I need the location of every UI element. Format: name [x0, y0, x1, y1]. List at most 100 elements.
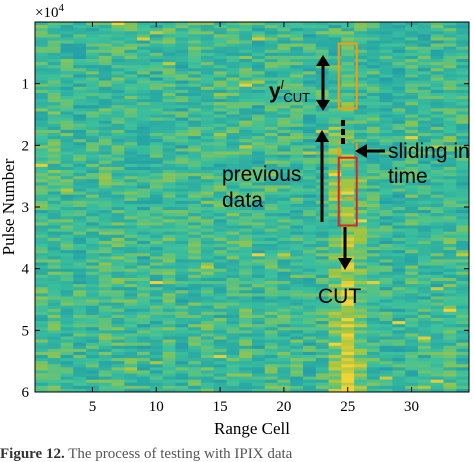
heatmap-cell [366, 327, 381, 331]
heatmap-cell [98, 265, 112, 270]
heatmap-cell [405, 185, 419, 189]
heatmap-cell [162, 74, 176, 78]
heatmap-cell [443, 318, 457, 322]
heatmap-cell [315, 49, 329, 54]
heatmap-cell [456, 188, 469, 192]
heatmap-cell [277, 123, 291, 128]
heatmap-cell [239, 96, 253, 100]
heatmap-cell [277, 358, 291, 362]
heatmap-cell [277, 83, 291, 88]
heatmap-cell [200, 364, 215, 368]
heatmap-cell [149, 114, 164, 118]
heatmap-cell [443, 139, 457, 143]
heatmap-cell [137, 234, 151, 239]
heatmap-cell [303, 213, 317, 217]
heatmap-cell [341, 62, 355, 66]
heatmap-cell [162, 34, 176, 38]
heatmap-cell [35, 126, 49, 131]
heatmap-cell [456, 185, 469, 189]
heatmap-cell [290, 92, 304, 97]
heatmap-cell [443, 324, 457, 328]
heatmap-cell [47, 71, 61, 75]
heatmap-cell [328, 148, 342, 152]
heatmap-cell [226, 46, 240, 51]
heatmap-cell [277, 80, 291, 85]
heatmap-cell [73, 210, 87, 214]
heatmap-cell [149, 123, 164, 128]
heatmap-cell [47, 228, 61, 233]
heatmap-cell [86, 71, 100, 75]
heatmap-cell [60, 197, 74, 202]
heatmap-cell [35, 34, 49, 38]
heatmap-cell [60, 86, 74, 91]
heatmap-cell [47, 342, 61, 347]
heatmap-cell [162, 80, 176, 85]
heatmap-cell [98, 361, 112, 365]
heatmap-cell [430, 77, 444, 81]
heatmap-cell [226, 247, 240, 251]
heatmap-cell [379, 92, 393, 97]
heatmap-cell [124, 89, 138, 94]
heatmap-cell [162, 188, 176, 192]
heatmap-cell [392, 139, 406, 143]
heatmap-cell [35, 225, 49, 229]
heatmap-cell [264, 151, 278, 155]
heatmap-cell [252, 321, 266, 325]
heatmap-cell [456, 382, 469, 387]
heatmap-cell [405, 59, 419, 63]
heatmap-cell [328, 244, 342, 248]
heatmap-cell [162, 52, 176, 57]
heatmap-cell [290, 311, 304, 316]
heatmap-cell [188, 89, 202, 94]
heatmap-cell [328, 253, 342, 257]
heatmap-cell [73, 262, 87, 266]
heatmap-cell [290, 31, 304, 35]
heatmap-cell [35, 210, 49, 214]
heatmap-cell [47, 250, 61, 254]
heatmap-cell [290, 142, 304, 146]
heatmap-cell [226, 43, 240, 48]
heatmap-cell [162, 86, 176, 91]
heatmap-cell [405, 163, 419, 168]
heatmap-cell [137, 311, 151, 316]
heatmap-cell [175, 284, 189, 288]
heatmap-cell [252, 142, 266, 146]
heatmap-cell [430, 176, 444, 180]
heatmap-cell [111, 71, 125, 75]
heatmap-cell [175, 154, 189, 159]
heatmap-cell [200, 370, 215, 374]
heatmap-cell [405, 324, 419, 328]
heatmap-cell [35, 117, 49, 122]
heatmap-cell [252, 173, 266, 177]
heatmap-cell [290, 351, 304, 356]
heatmap-cell [341, 287, 355, 291]
heatmap-cell [379, 173, 393, 177]
heatmap-cell [60, 274, 74, 279]
heatmap-cell [35, 77, 49, 81]
heatmap-cell [328, 139, 342, 143]
heatmap-cell [405, 182, 419, 186]
heatmap-cell [430, 43, 444, 48]
heatmap-cell [252, 185, 266, 189]
heatmap-cell [303, 234, 317, 239]
heatmap-cell [264, 83, 278, 88]
heatmap-cell [47, 379, 61, 384]
heatmap-cell [264, 43, 278, 48]
heatmap-cell [175, 225, 189, 229]
heatmap-cell [149, 31, 164, 35]
heatmap-cell [341, 207, 355, 211]
heatmap-cell [264, 247, 278, 251]
heatmap-cell [430, 281, 444, 285]
heatmap-cell [341, 305, 355, 310]
heatmap-cell [405, 225, 419, 229]
heatmap-cell [188, 163, 202, 168]
heatmap-cell [341, 333, 355, 337]
heatmap-cell [252, 120, 266, 125]
heatmap-cell [290, 284, 304, 288]
heatmap-cell [392, 86, 406, 91]
heatmap-cell [443, 345, 457, 350]
heatmap-cell [124, 142, 138, 146]
heatmap-cell [456, 265, 469, 270]
heatmap-cell [430, 253, 444, 257]
heatmap-cell [405, 351, 419, 356]
